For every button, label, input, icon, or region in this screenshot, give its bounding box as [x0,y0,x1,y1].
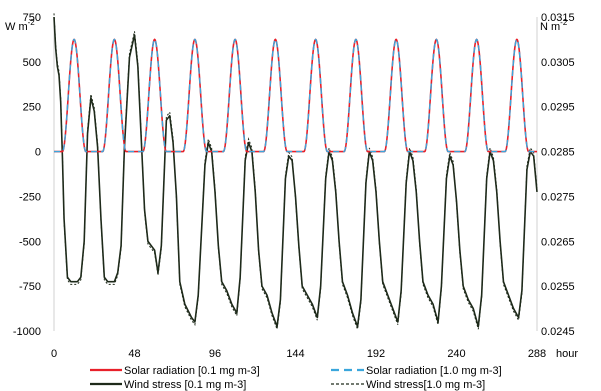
y-right-tick-label: 0.0265 [541,236,575,248]
y-right-tick-label: 0.0275 [541,191,575,203]
x-tick-label: 96 [209,348,221,360]
legend-label-solar-0.1: Solar radiation [0.1 mg m-3] [124,365,260,377]
legend-item-wind-1.0: Wind stress[1.0 mg m-3] [331,379,485,391]
x-tick-label: 192 [367,348,385,360]
y-left-unit-label: W m-2 [5,18,35,33]
plot-area [53,17,538,331]
x-tick-label: 240 [447,348,465,360]
x-tick-label: 0 [51,348,57,360]
legend-item-solar-0.1: Solar radiation [0.1 mg m-3] [90,365,260,377]
series-line-solar-1.0 [54,38,537,153]
series-line-wind-stress-1.0 [53,13,538,330]
y-right-tick-label: 0.0245 [541,326,575,338]
y-left-tick-label: 500 [23,57,41,69]
tick-labels: 0 48 96 144 192 240 288 750 500 250 0 -250 -500 -750 -… [13,12,575,360]
legend: Solar radiation [0.1 mg m-3] Solar radia… [90,365,502,391]
series-line-wind-stress-0.1 [53,16,538,328]
x-tick-label: 144 [286,348,304,360]
y-right-tick-label: 0.0285 [541,147,575,159]
y-right-unit-label: N m-2 [540,18,568,33]
y-left-tick-label: -500 [19,236,41,248]
legend-label-wind-0.1: Wind stress [0.1 mg m-3] [124,379,246,391]
y-right-tick-label: 0.0305 [541,57,575,69]
x-tick-label: 48 [128,348,140,360]
legend-item-wind-0.1: Wind stress [0.1 mg m-3] [90,379,246,391]
y-right-tick-label: 0.0315 [541,12,575,24]
y-right-tick-label: 0.0255 [541,281,575,293]
legend-label-wind-1.0: Wind stress[1.0 mg m-3] [366,379,485,391]
series-line-solar-0.1 [54,38,537,153]
legend-label-solar-1.0: Solar radiation [1.0 mg m-3] [366,365,502,377]
y-left-tick-label: -250 [19,191,41,203]
series-layer [53,13,538,330]
y-left-tick-label: -1000 [13,326,41,338]
y-left-tick-label: 0 [35,147,41,159]
y-right-tick-label: 0.0295 [541,102,575,114]
y-left-tick-label: -750 [19,281,41,293]
legend-item-solar-1.0: Solar radiation [1.0 mg m-3] [331,365,502,377]
y-left-tick-label: 250 [23,102,41,114]
x-tick-label: 288 [528,348,546,360]
y-left-tick-label: 750 [23,12,41,24]
x-axis-label: hour [556,348,578,360]
